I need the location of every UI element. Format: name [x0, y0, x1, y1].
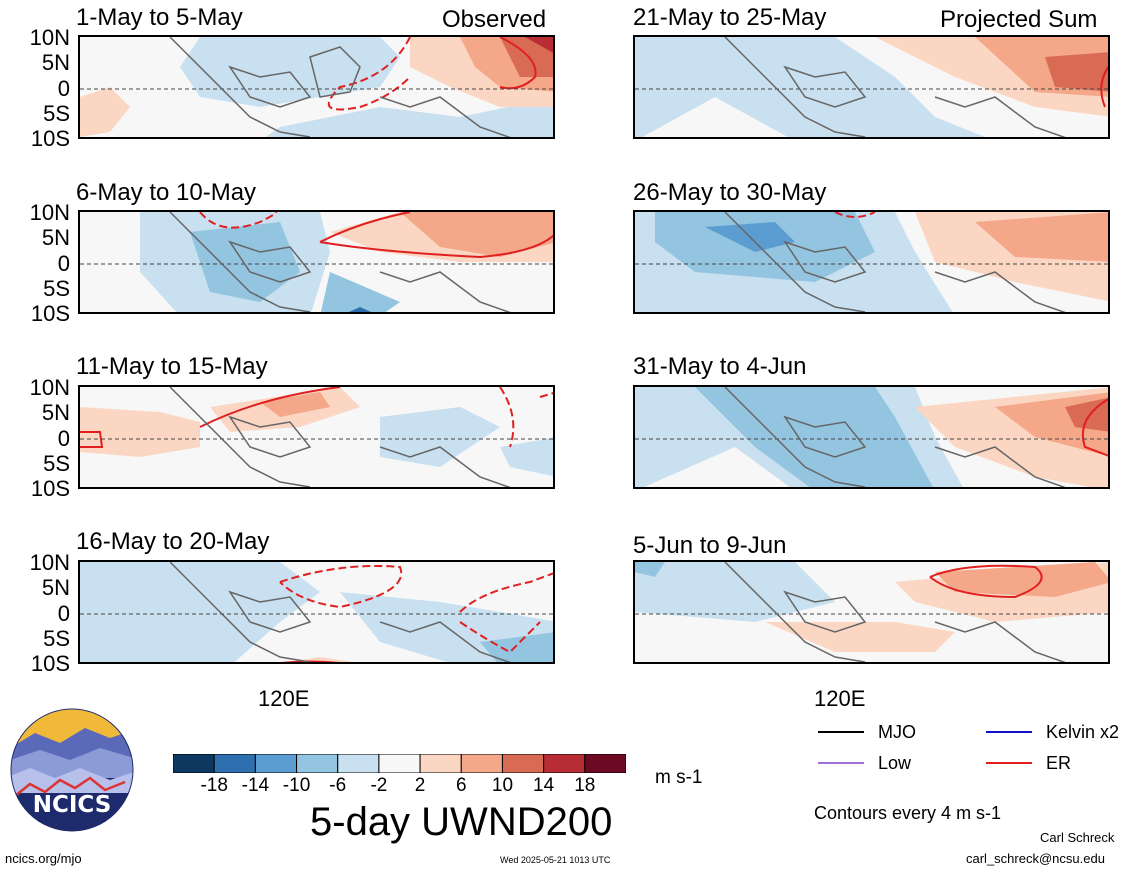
lat-label: 5N — [41, 225, 70, 250]
legend-swatch-er — [986, 762, 1032, 764]
colorbar-swatch — [460, 753, 503, 774]
colorbar-swatch — [213, 753, 256, 774]
colorbar-swatches — [172, 753, 627, 774]
colorbar-swatch — [419, 753, 462, 774]
lat-label: 10N — [29, 25, 70, 50]
observed-label: Observed — [442, 6, 547, 33]
colorbar-tick-label: -18 — [200, 775, 228, 796]
map-panel — [633, 385, 1110, 489]
map-panel — [633, 35, 1110, 139]
contour-note: Contours every 4 m s-1 — [814, 803, 1002, 823]
panel-title: 21-May to 25-May — [633, 4, 827, 31]
lon-label-right: 120E — [814, 686, 866, 711]
lat-label: 5S — [43, 626, 70, 651]
lat-label: 10S — [30, 476, 70, 501]
legend-label-kelvin: Kelvin x2 — [1046, 722, 1120, 742]
logo-text: NCICS — [32, 792, 112, 818]
legend-label-low: Low — [878, 753, 912, 773]
ncics-logo[interactable]: NCICS — [10, 708, 134, 832]
colorbar-swatch — [543, 753, 586, 774]
lat-label: 10S — [30, 651, 70, 676]
colorbar-swatch — [296, 753, 339, 774]
lon-label-left: 120E — [258, 686, 310, 711]
main-title: 5-day UWND200 — [310, 800, 613, 844]
lat-label: 0 — [57, 601, 70, 626]
panel-title: 5-Jun to 9-Jun — [633, 532, 787, 559]
legend-label-er: ER — [1046, 753, 1072, 773]
footer-email[interactable]: carl_schreck@ncsu.edu — [966, 851, 1105, 866]
projected-sum-label: Projected Sum — [940, 6, 1098, 33]
lat-label: 10S — [30, 126, 70, 151]
colorbar-swatch — [254, 753, 298, 774]
lat-label: 5N — [41, 400, 70, 425]
colorbar-tick-label: 2 — [414, 775, 426, 796]
lat-label: 5S — [43, 101, 70, 126]
colorbar-swatch — [172, 753, 215, 774]
lat-label: 5N — [41, 50, 70, 75]
colorbar-tick-label: 14 — [533, 775, 555, 796]
map-panel — [78, 35, 555, 139]
map-panel — [633, 210, 1110, 314]
panel-title: 1-May to 5-May — [76, 4, 243, 31]
colorbar-tick-label: 10 — [491, 775, 514, 796]
map-panel — [633, 560, 1110, 664]
colorbar-tick-label: 6 — [455, 775, 467, 796]
colorbar-swatch — [337, 753, 380, 774]
lat-label: 10N — [29, 200, 70, 225]
panel-title: 16-May to 20-May — [76, 528, 270, 555]
lat-label: 0 — [57, 251, 70, 276]
colorbar-tick-label: -14 — [241, 775, 270, 796]
colorbar-swatch — [501, 753, 545, 774]
panel-title: 31-May to 4-Jun — [633, 353, 807, 380]
colorbar-swatch — [584, 753, 627, 774]
footer-timestamp: Wed 2025-05-21 1013 UTC — [500, 855, 611, 865]
legend-swatch-kelvin — [986, 731, 1032, 733]
panel-title: 6-May to 10-May — [76, 179, 257, 206]
colorbar-tick-label: 18 — [574, 775, 596, 796]
lat-label: 0 — [57, 76, 70, 101]
lat-label: 5S — [43, 276, 70, 301]
lat-label: 10N — [29, 550, 70, 575]
lat-label: 5S — [43, 451, 70, 476]
colorbar-swatch — [378, 753, 421, 774]
map-panel — [78, 560, 555, 664]
colorbar-units: m s-1 — [655, 767, 703, 788]
legend-swatch-mjo — [818, 731, 864, 733]
panel-title: 26-May to 30-May — [633, 179, 827, 206]
panel-title: 11-May to 15-May — [76, 353, 268, 380]
colorbar-tick-label: -2 — [370, 775, 388, 796]
colorbar-tick-label: -10 — [282, 775, 311, 796]
map-panel — [78, 385, 555, 489]
lat-label: 10S — [30, 301, 70, 326]
lat-label: 10N — [29, 375, 70, 400]
colorbar-tick-label: -6 — [329, 775, 347, 796]
colorbar — [172, 753, 627, 774]
map-panel — [78, 210, 555, 314]
lat-label: 0 — [57, 426, 70, 451]
legend-swatch-low — [818, 762, 864, 764]
lat-label: 5N — [41, 575, 70, 600]
footer-site-link[interactable]: ncics.org/mjo — [5, 851, 82, 866]
footer-author: Carl Schreck — [1040, 830, 1115, 845]
legend-label-mjo: MJO — [878, 722, 916, 742]
